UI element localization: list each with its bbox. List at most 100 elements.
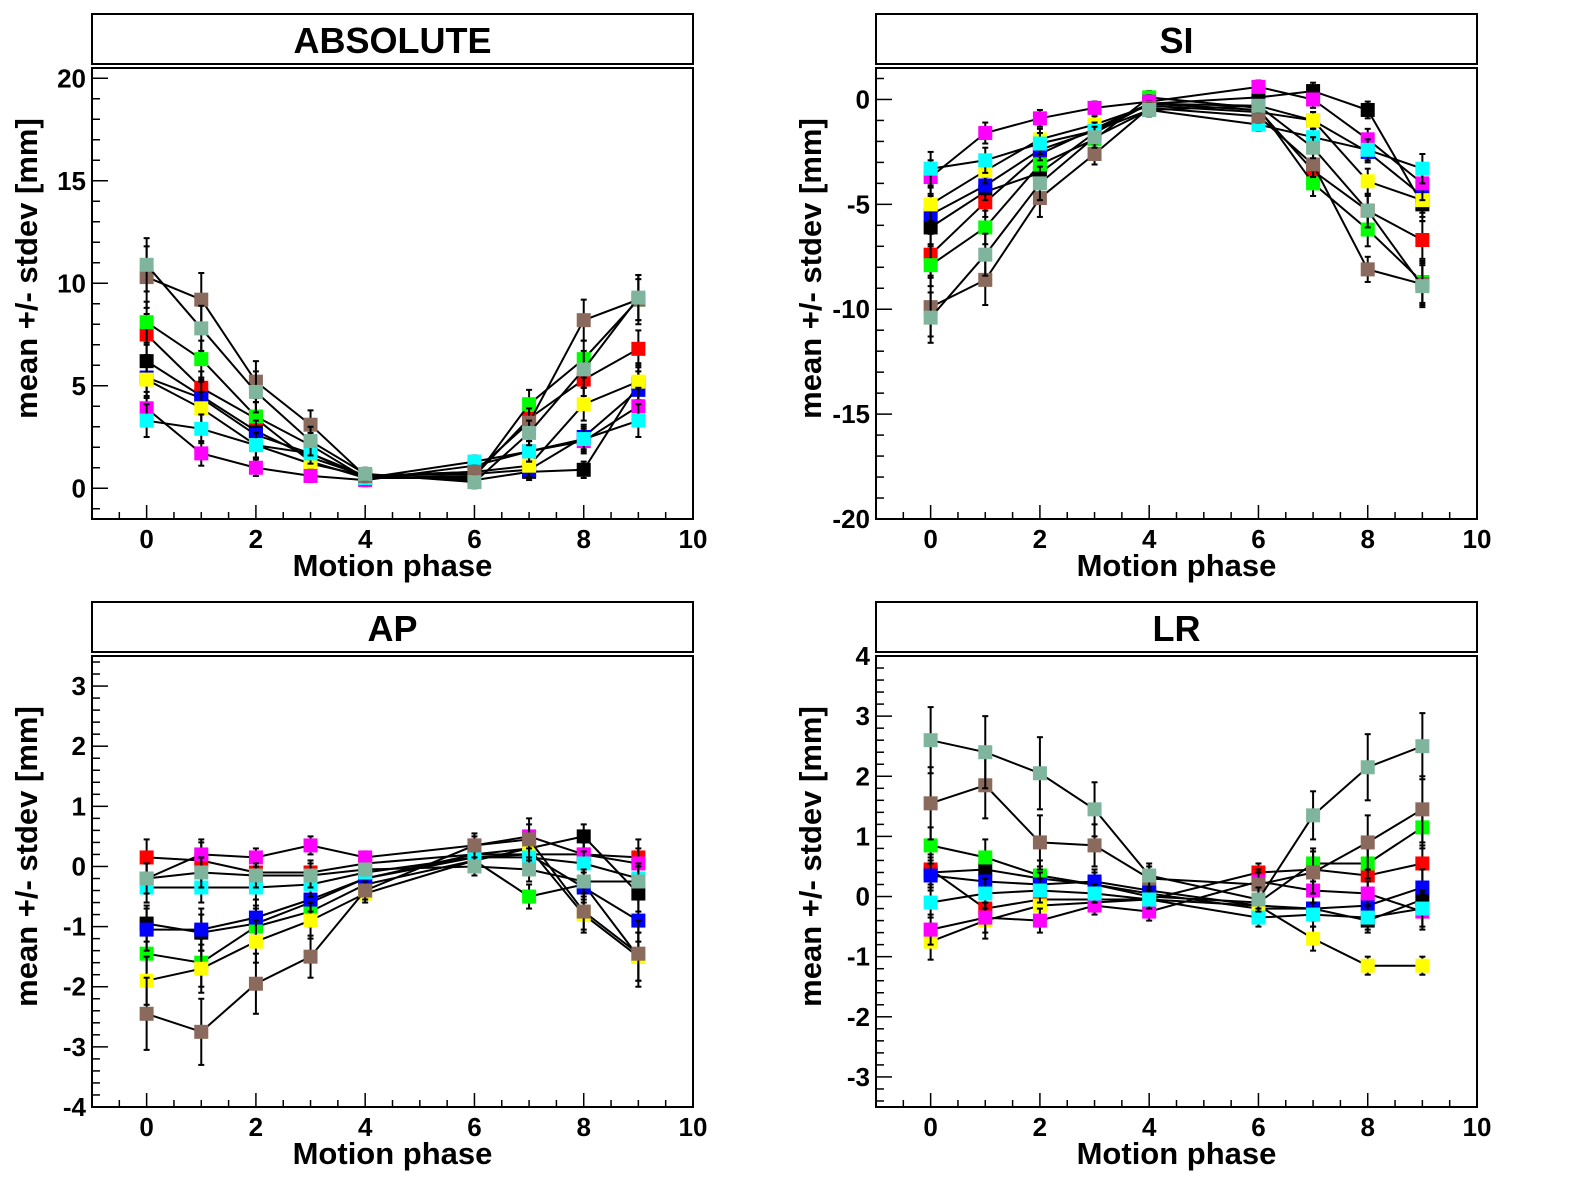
data-point [978,220,993,235]
x-tick-label: 6 [1251,524,1265,554]
x-tick-label: 10 [679,1112,708,1142]
data-point [303,949,318,964]
data-point [923,895,938,910]
x-tick-label: 0 [923,1112,937,1142]
data-point [978,886,993,901]
data-point [139,1006,154,1021]
data-point [978,178,993,193]
x-axis-label: Motion phase [293,548,493,583]
data-point [1360,203,1375,218]
data-point [1306,907,1321,922]
data-point [1415,856,1430,871]
x-tick-label: 8 [576,1112,590,1142]
data-point [1087,874,1102,889]
x-tick-label: 8 [1360,524,1374,554]
data-point [1251,877,1266,892]
panel-title: LR [1153,608,1201,649]
y-tick-label: -1 [847,942,870,972]
data-point [576,362,591,377]
data-point [576,397,591,412]
data-point [1306,176,1321,191]
panel-title: AP [367,608,417,649]
y-tick-label: 2 [856,761,870,791]
data-point [522,444,537,459]
y-tick-label: -5 [847,189,870,219]
data-point [194,865,209,880]
data-point [248,438,263,453]
data-point [1032,898,1047,913]
x-tick-label: 4 [1142,1112,1157,1142]
series-4 [139,360,646,484]
x-tick-label: 10 [1463,1112,1492,1142]
data-point [1087,898,1102,913]
data-point [1306,865,1321,880]
y-tick-label: 0 [72,851,86,881]
data-point [1087,130,1102,145]
data-point [522,889,537,904]
data-point [978,247,993,262]
y-tick-label: -2 [63,972,86,1002]
x-axis-label: Motion phase [1077,548,1277,583]
y-tick-label: 1 [856,821,870,851]
data-point [576,432,591,447]
data-point [522,458,537,473]
data-point [1360,835,1375,850]
panel-title-box [875,13,1478,65]
data-point [1360,760,1375,775]
x-tick-label: 8 [576,524,590,554]
y-axis-label: mean +/- stdev [mm] [9,706,44,1007]
y-tick-label: -15 [832,399,870,429]
series-8 [139,856,646,898]
data-point [1087,802,1102,817]
data-point [1415,802,1430,817]
data-point [139,850,154,865]
series-line [930,106,1423,308]
data-point [1306,113,1321,128]
data-point [1032,111,1047,126]
y-tick-label: -2 [847,1002,870,1032]
series-7 [139,245,646,484]
data-point [978,910,993,925]
y-tick-label: -1 [63,912,86,942]
data-point [576,829,591,844]
data-point [978,850,993,865]
series-3 [923,859,1430,922]
y-axis-label: mean +/- stdev [mm] [9,118,44,419]
data-point [1142,904,1157,919]
data-point [139,946,154,961]
x-tick-label: 4 [358,524,373,554]
y-tick-label: 2 [72,731,86,761]
data-point [358,466,373,481]
data-point [303,892,318,907]
data-point [248,460,263,475]
data-point [1251,910,1266,925]
data-point [1415,279,1430,294]
series-2 [923,90,1430,304]
data-point [1032,883,1047,898]
data-point [139,922,154,937]
series-line [146,276,639,477]
data-point [139,372,154,387]
data-point [1360,910,1375,925]
series-2 [923,805,1430,913]
data-point [194,922,209,937]
data-point [248,934,263,949]
data-point [194,421,209,436]
data-point [978,126,993,141]
data-point [194,401,209,416]
data-point [923,796,938,811]
panel-title-box [875,601,1478,653]
x-tick-label: 8 [1360,1112,1374,1142]
data-point [194,961,209,976]
chart-panel-absolute: ABSOLUTE 0 2 4 6 8 10 0 5 10 15 20 Motion phase mean … [9,13,707,583]
y-axis-label: mean +/- stdev [mm] [793,706,828,1007]
y-tick-label: 4 [856,641,871,671]
data-point [522,862,537,877]
series-0 [139,343,646,488]
data-point [923,161,938,176]
data-point [303,913,318,928]
series-5 [923,79,1430,202]
series-5 [139,386,646,488]
